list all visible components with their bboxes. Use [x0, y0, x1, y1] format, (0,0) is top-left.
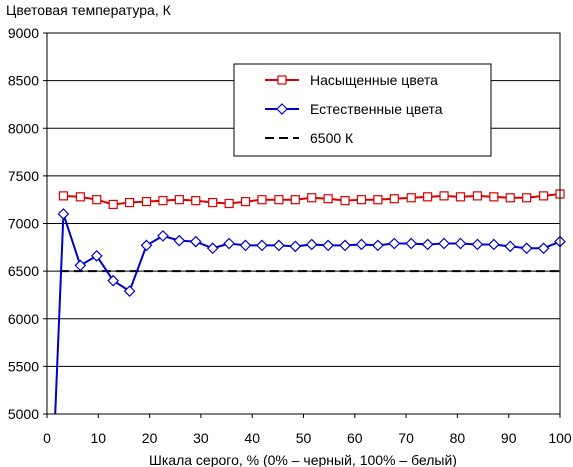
x-tick-label: 30: [193, 430, 209, 446]
data-point: [290, 195, 300, 205]
data-point: [58, 191, 69, 201]
x-tick-label: 10: [91, 430, 107, 446]
data-point: [538, 191, 549, 201]
x-axis-ticks: 0 10 20 30 40 50 60 70 80 90 100: [43, 414, 572, 446]
data-point: [124, 197, 135, 208]
data-point: [356, 195, 367, 205]
data-point: [157, 230, 169, 242]
data-point: [489, 192, 499, 202]
data-point: [75, 192, 85, 202]
data-point: [373, 195, 383, 205]
series-group: [54, 189, 566, 415]
data-point: [208, 197, 218, 208]
data-point: [472, 191, 483, 201]
legend: Насыщенные цвета Естественные цвета 6500 К: [233, 63, 492, 157]
data-point: [389, 194, 399, 204]
y-tick-label: 5000: [8, 406, 39, 422]
data-point: [504, 240, 517, 253]
x-axis-label: Шкала серого, % (0% – черный, 100% – бел…: [149, 452, 457, 467]
data-point: [307, 193, 317, 203]
data-point: [173, 234, 186, 247]
data-point: [355, 238, 368, 251]
data-point: [191, 196, 201, 206]
data-point: [423, 192, 433, 202]
data-point: [274, 195, 284, 205]
y-tick-label: 9000: [8, 25, 39, 41]
data-point: [57, 208, 70, 220]
data-point: [471, 238, 484, 251]
y-axis-ticks: 5000 5500 6000 6500 7000 7500 8000 8500 9000: [8, 25, 47, 422]
data-point: [305, 238, 318, 251]
x-tick-label: 20: [142, 430, 158, 446]
data-point: [322, 239, 334, 252]
data-point: [141, 196, 152, 207]
y-tick-label: 8500: [8, 73, 39, 89]
data-point: [223, 237, 235, 250]
data-point: [174, 195, 184, 205]
data-point: [438, 237, 450, 250]
legend-entry: Естественные цвета: [310, 101, 443, 117]
data-point: [108, 199, 118, 210]
data-point: [206, 242, 219, 255]
data-point: [421, 238, 434, 251]
y-tick-label: 6000: [8, 311, 39, 327]
x-tick-label: 70: [398, 430, 414, 446]
data-point: [487, 238, 500, 251]
data-point: [90, 250, 103, 262]
x-tick-label: 40: [244, 430, 260, 446]
data-point: [455, 192, 466, 202]
data-point: [273, 239, 285, 252]
legend-entry: 6500 К: [310, 130, 354, 146]
data-point: [158, 196, 168, 206]
x-tick-label: 50: [296, 430, 312, 446]
x-tick-label: 90: [501, 430, 517, 446]
series-diamond: [54, 208, 566, 415]
data-point: [505, 193, 515, 203]
legend-entry: Насыщенные цвета: [310, 72, 438, 88]
data-point: [323, 194, 333, 204]
data-point: [189, 235, 202, 248]
plot-frame: [46, 32, 561, 415]
legend-swatch-marker: [276, 103, 288, 115]
data-point: [520, 242, 533, 255]
data-point: [289, 240, 302, 253]
data-point: [439, 191, 449, 201]
data-point: [339, 239, 351, 252]
x-tick-label: 0: [43, 430, 51, 446]
data-point: [406, 193, 416, 203]
data-point: [240, 196, 251, 207]
data-point: [372, 239, 384, 252]
data-point: [140, 239, 153, 252]
y-tick-label: 5500: [8, 358, 39, 374]
data-point: [239, 239, 252, 252]
data-point: [405, 237, 418, 250]
data-point: [257, 195, 267, 205]
data-point: [107, 274, 120, 287]
series-square: [58, 189, 565, 210]
y-tick-label: 6500: [8, 263, 39, 279]
data-point: [522, 193, 532, 203]
data-point: [74, 259, 87, 272]
data-point: [92, 195, 102, 205]
data-point: [454, 237, 467, 250]
data-point: [537, 242, 550, 255]
x-tick-label: 60: [347, 430, 363, 446]
x-tick-label: 80: [450, 430, 466, 446]
data-point: [123, 285, 136, 297]
data-point: [388, 237, 401, 250]
legend-swatch-marker: [277, 75, 287, 85]
y-tick-label: 7000: [8, 216, 39, 232]
data-point: [256, 239, 268, 252]
chart-title: Цветовая температура, К: [6, 2, 172, 18]
y-tick-label: 7500: [8, 168, 39, 184]
data-point: [224, 198, 234, 209]
y-tick-label: 8000: [8, 120, 39, 136]
x-tick-label: 100: [548, 430, 572, 446]
data-point: [340, 196, 350, 206]
